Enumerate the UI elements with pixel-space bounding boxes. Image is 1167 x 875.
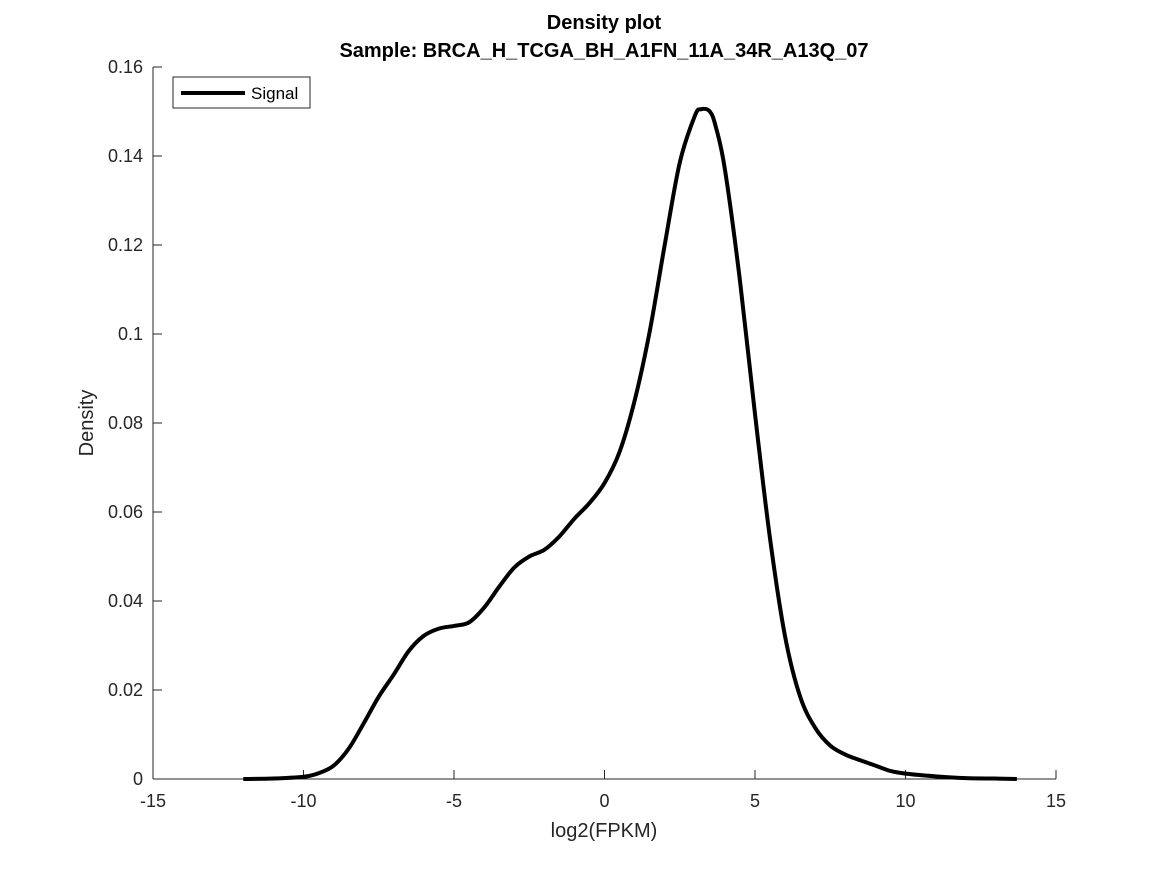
y-tick-label: 0.04 bbox=[108, 591, 143, 611]
x-axis-ticks: -15 -10 -5 0 5 10 15 bbox=[140, 770, 1066, 811]
y-tick-label: 0.08 bbox=[108, 413, 143, 433]
y-tick-label: 0.06 bbox=[108, 502, 143, 522]
plot-area bbox=[152, 67, 1056, 780]
y-tick-label: 0.02 bbox=[108, 680, 143, 700]
x-tick-label: 0 bbox=[599, 791, 609, 811]
x-tick-label: -5 bbox=[446, 791, 462, 811]
series-layer bbox=[243, 106, 1017, 781]
x-tick-label: 5 bbox=[750, 791, 760, 811]
legend: Signal bbox=[172, 76, 311, 109]
y-axis-ticks: 0 0.02 0.04 0.06 0.08 0.1 0.12 0.14 0.16 bbox=[108, 57, 162, 789]
x-tick-label: 15 bbox=[1046, 791, 1066, 811]
x-tick-label: -10 bbox=[290, 791, 316, 811]
y-tick-label: 0.16 bbox=[108, 57, 143, 77]
x-axis-label: log2(FPKM) bbox=[551, 820, 658, 842]
legend-entry-signal: Signal bbox=[251, 84, 298, 103]
x-tick-label: -15 bbox=[140, 791, 166, 811]
x-tick-label: 10 bbox=[895, 791, 915, 811]
chart-title: Density plot bbox=[547, 12, 662, 34]
chart-subtitle: Sample: BRCA_H_TCGA_BH_A1FN_11A_34R_A13Q… bbox=[339, 40, 868, 62]
y-tick-label: 0.14 bbox=[108, 146, 143, 166]
y-axis-label: Density bbox=[76, 390, 98, 457]
y-tick-label: 0.1 bbox=[118, 324, 143, 344]
y-tick-label: 0.12 bbox=[108, 235, 143, 255]
y-tick-label: 0 bbox=[133, 769, 143, 789]
series-line-signal bbox=[243, 106, 1017, 781]
